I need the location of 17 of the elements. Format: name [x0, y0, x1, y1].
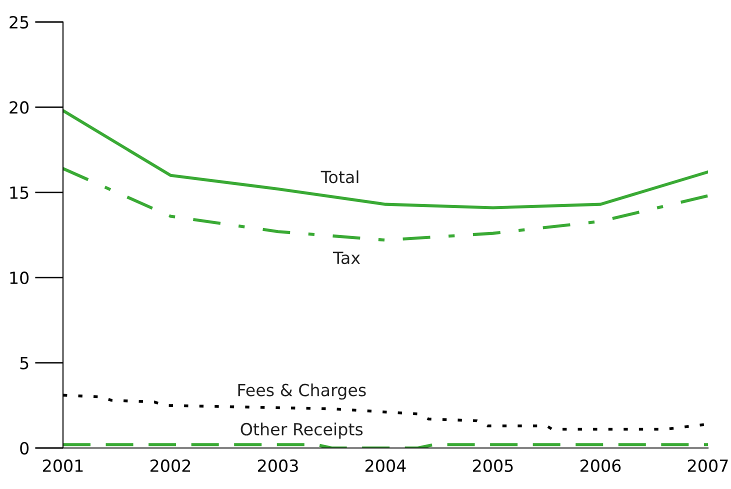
x-tick-label: 2004 [366, 459, 406, 472]
x-tick-label: 2006 [580, 459, 621, 472]
x-tick-label: 2005 [473, 459, 513, 472]
y-tick-label: 15 [10, 186, 28, 199]
series-label: Other Receipts [240, 422, 363, 439]
x-tick-label: 2007 [688, 459, 728, 472]
x-tick-label: 2002 [150, 459, 190, 472]
y-tick-label: 25 [10, 16, 28, 29]
x-tick-label: 2001 [43, 459, 83, 472]
y-tick-label: 5 [20, 356, 28, 370]
y-tick-label: 10 [10, 272, 29, 284]
series-label: Fees & Charges [238, 383, 366, 400]
x-tick-label: 2003 [258, 459, 298, 472]
series-label: Tax [332, 252, 360, 264]
series-label: Total [320, 170, 358, 184]
y-tick-label: 20 [10, 101, 29, 114]
y-tick-label: 0 [20, 442, 29, 455]
